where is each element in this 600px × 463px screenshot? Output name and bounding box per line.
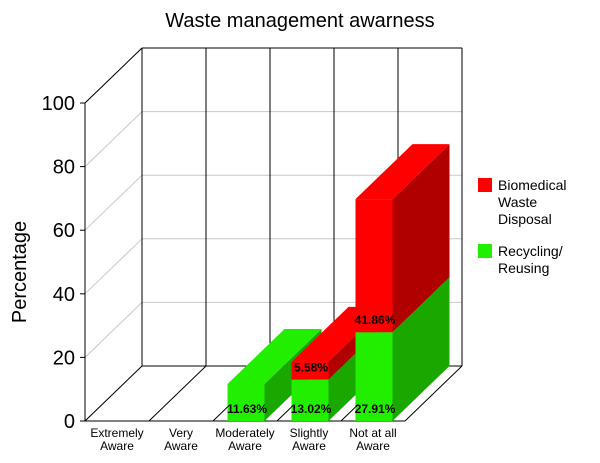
legend-label: Biomedical xyxy=(498,177,566,193)
data-label: 41.86% xyxy=(355,313,396,327)
left-wall-gridline xyxy=(84,238,143,295)
y-tick-label: 20 xyxy=(53,347,75,369)
y-tick-label: 60 xyxy=(53,220,75,242)
bar-top-face xyxy=(227,329,322,385)
left-wall-gridline xyxy=(84,302,143,358)
y-tick-label: 80 xyxy=(53,157,75,179)
bar-front-face xyxy=(355,332,393,421)
data-label: 27.91% xyxy=(355,402,396,416)
legend-swatch xyxy=(478,178,492,192)
bar-front-face xyxy=(291,379,329,421)
y-tick-label: 0 xyxy=(64,411,75,433)
x-tick-label: Extremely xyxy=(90,426,143,440)
x-tick-label: Not at all xyxy=(349,426,396,440)
x-tick-label: Aware xyxy=(164,439,198,453)
bar-front-face xyxy=(291,361,329,380)
left-wall-gridline xyxy=(84,174,143,231)
bar-front-face xyxy=(355,199,393,333)
left-wall-top-edge xyxy=(84,47,143,104)
y-tick-label: 100 xyxy=(42,93,75,115)
data-label: 13.02% xyxy=(291,402,332,416)
bar-front-face xyxy=(227,384,265,421)
floor-line xyxy=(148,365,207,422)
legend-label: Waste xyxy=(498,194,537,210)
data-label: 5.58% xyxy=(294,361,328,375)
legend-label: Reusing xyxy=(498,260,549,276)
x-tick-label: Aware xyxy=(356,439,390,453)
floor-line xyxy=(84,365,143,422)
x-tick-label: Slightly xyxy=(290,426,329,440)
x-tick-label: Very xyxy=(169,426,193,440)
bar-biomedical-waste-disposal-4 xyxy=(355,144,450,333)
x-tick-label: Moderately xyxy=(215,426,274,440)
chart-title: Waste management awarness xyxy=(165,10,435,32)
y-axis-label: Percentage xyxy=(9,221,31,323)
x-tick-label: Aware xyxy=(292,439,326,453)
bar-side-face xyxy=(392,144,450,333)
floor-line xyxy=(404,365,463,422)
bar-side-face xyxy=(392,277,450,421)
legend-label: Disposal xyxy=(498,211,552,227)
chart-data-labels: 11.63% 13.02% 5.58% 27.91% 41.86% xyxy=(227,313,396,416)
x-tick-label: Aware xyxy=(228,439,262,453)
chart-bars xyxy=(227,144,450,421)
y-tick-label: 40 xyxy=(53,284,75,306)
data-label: 11.63% xyxy=(227,402,267,416)
x-tick-label: Aware xyxy=(100,439,134,453)
left-wall-gridline xyxy=(84,111,143,167)
bar-top-face xyxy=(355,144,450,200)
legend-label: Recycling/ xyxy=(498,243,563,259)
legend-swatch xyxy=(478,244,492,258)
chart-axes: 020406080100PercentageExtremelyAwareVery… xyxy=(9,48,405,453)
